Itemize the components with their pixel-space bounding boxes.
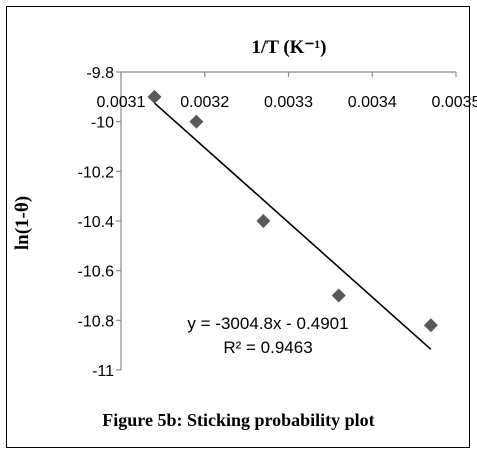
data-point-diamond — [256, 214, 271, 228]
trendline-equation: y = -3004.8x - 0.4901 — [187, 314, 348, 333]
figure-frame — [6, 6, 470, 448]
x-tick-label: 0.0035 — [432, 94, 477, 111]
data-point-diamond — [331, 288, 346, 303]
trendline — [153, 102, 432, 350]
trendline-r2: R² = 0.9463 — [223, 338, 312, 357]
x-tick-label: 0.0031 — [97, 94, 146, 111]
y-tick-label: -9.8 — [86, 65, 114, 82]
data-point-diamond — [423, 318, 438, 333]
y-tick-label: -10.4 — [78, 214, 115, 231]
x-tick-label: 0.0034 — [348, 94, 397, 111]
data-point-diamond — [189, 114, 204, 129]
data-points — [147, 89, 438, 333]
y-tick-label: -10.6 — [78, 264, 115, 281]
trendline-group — [153, 102, 432, 350]
x-tick-label: 0.0032 — [180, 94, 229, 111]
y-tick-labels: -9.8 -10 -10.2 -10.4 -10.6 -10.8 -11 — [78, 65, 115, 380]
x-axis-title: 1/T (K⁻¹) — [251, 37, 326, 58]
y-tick-label: -10.8 — [78, 313, 115, 330]
x-tick-label: 0.0033 — [264, 94, 313, 111]
y-tick-label: -10.2 — [78, 164, 115, 181]
axes — [116, 71, 457, 371]
x-tick-labels: 0.0031 0.0032 0.0033 0.0034 0.0035 — [97, 94, 477, 111]
y-tick-label: -11 — [92, 363, 114, 380]
data-point-diamond — [147, 89, 162, 104]
y-tick-label: -10 — [91, 115, 114, 132]
y-axis-title: ln(1-θ) — [12, 196, 33, 250]
figure-caption: Figure 5b: Sticking probability plot — [102, 410, 375, 430]
